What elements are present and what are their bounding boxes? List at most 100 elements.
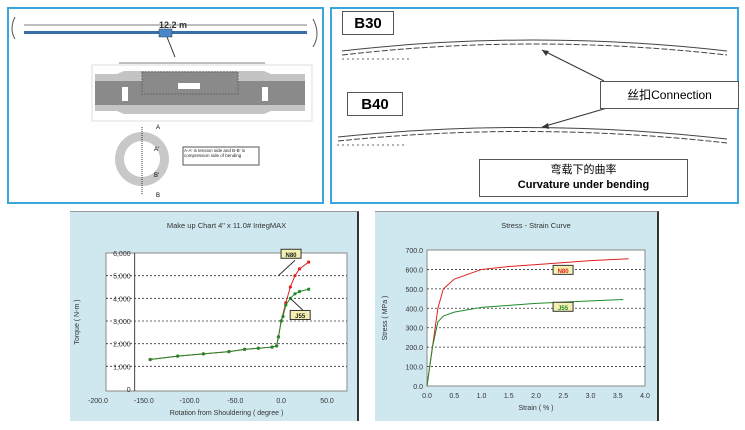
x-tick-label: 2.0 bbox=[531, 393, 541, 400]
series-label-j55: J55 bbox=[558, 306, 569, 312]
y-tick-label: 700.0 bbox=[405, 248, 423, 255]
data-point-j55 bbox=[176, 354, 180, 358]
x-tick-label: 0.0 bbox=[422, 393, 432, 400]
y-tick-label: 3,000 bbox=[113, 319, 131, 326]
data-point-j55 bbox=[293, 292, 297, 296]
label-b-prime: B' bbox=[154, 173, 159, 179]
bend-arrow-left bbox=[11, 16, 16, 40]
chart-title: Make up Chart 4" x 11.0# IntegMAX bbox=[167, 221, 286, 230]
x-axis-label: Strain ( % ) bbox=[518, 405, 553, 412]
y-tick-label: 6,000 bbox=[113, 251, 131, 258]
plot-area bbox=[105, 252, 348, 392]
label-pointer bbox=[278, 259, 296, 277]
y-tick-label: 2,000 bbox=[113, 342, 131, 349]
series-line-j55 bbox=[426, 299, 624, 387]
x-tick-label: -200.0 bbox=[88, 398, 108, 405]
x-tick-label: 3.0 bbox=[586, 393, 596, 400]
data-point-n80 bbox=[288, 285, 292, 289]
note-box bbox=[182, 146, 260, 166]
data-point-j55 bbox=[201, 352, 205, 356]
b40-curve-inner bbox=[337, 131, 728, 144]
stress-strain-chart: Stress - Strain Curve 0.0 100.0 200.0 300.0 4… bbox=[375, 211, 659, 421]
od-dim-label bbox=[122, 87, 128, 101]
y-tick-label: 300.0 bbox=[405, 326, 423, 333]
series-label-j55: J55 bbox=[295, 314, 306, 320]
series-label-box bbox=[289, 309, 311, 320]
y-tick-label: 0 bbox=[127, 387, 131, 394]
x-tick-label: 2.5 bbox=[558, 393, 568, 400]
y-tick-label: 200.0 bbox=[405, 345, 423, 352]
x-tick-label: 0.5 bbox=[449, 393, 459, 400]
data-point-j55 bbox=[275, 344, 279, 348]
data-point-j55 bbox=[307, 287, 311, 291]
chart-title: Stress - Strain Curve bbox=[501, 221, 571, 230]
plot-area bbox=[426, 249, 646, 387]
data-point-j55 bbox=[281, 314, 285, 319]
x-tick-label: 1.0 bbox=[477, 393, 487, 400]
b30-label: B30 bbox=[342, 11, 394, 35]
label-b: B bbox=[156, 193, 160, 199]
data-point-j55 bbox=[256, 346, 260, 350]
pipe-connection-diagram: 12.2 m A A' B' B A-A' is tension side an… bbox=[7, 7, 324, 204]
y-tick-label: 4,000 bbox=[113, 296, 131, 303]
data-point-j55 bbox=[242, 347, 247, 351]
y-tick-label: 500.0 bbox=[405, 287, 423, 294]
series-label-box bbox=[552, 264, 574, 275]
connection-label: 丝扣Connection bbox=[600, 81, 739, 109]
caption-box: 弯载下的曲率 Curvature under bending bbox=[479, 159, 688, 197]
x-tick-label: 1.5 bbox=[504, 393, 514, 400]
data-point-j55 bbox=[284, 303, 288, 307]
connection-marker bbox=[158, 28, 173, 38]
x-tick-label: -50.0 bbox=[227, 398, 243, 405]
data-point-j55 bbox=[279, 319, 283, 323]
thread-dim-label bbox=[178, 83, 200, 89]
bend-arrow-right bbox=[312, 18, 318, 48]
b30-curve bbox=[341, 39, 728, 52]
y-tick-label: 100.0 bbox=[405, 365, 423, 372]
data-point-j55 bbox=[270, 345, 274, 349]
label-a: A bbox=[156, 125, 160, 131]
caption-en: Curvature under bending bbox=[517, 179, 650, 191]
y-tick-label: 400.0 bbox=[405, 306, 423, 313]
caption-cn: 弯载下的曲率 bbox=[550, 164, 617, 176]
data-point-j55 bbox=[276, 335, 281, 339]
x-axis-label: Rotation from Shouldering ( degree ) bbox=[170, 410, 284, 417]
label-a-prime: A' bbox=[154, 147, 159, 153]
y-tick-label: 0.0 bbox=[413, 384, 423, 391]
y-tick-label: 1,000 bbox=[113, 364, 131, 371]
label-pointer bbox=[290, 297, 305, 312]
series-label-n80: N80 bbox=[558, 269, 570, 275]
series-label-box bbox=[280, 248, 302, 259]
x-tick-label: 0.0 bbox=[276, 398, 286, 405]
pipe-diagram-svg: 12.2 m A A' B' B A-A' is tension side an… bbox=[11, 16, 318, 199]
arrowhead-bottom bbox=[542, 123, 549, 129]
makeup-chart: Make up Chart 4" x 11.0# IntegMAX 0 1,000 2… bbox=[70, 211, 359, 421]
x-tick-label: 3.5 bbox=[613, 393, 623, 400]
series-line-j55 bbox=[150, 288, 309, 361]
pointer-line bbox=[166, 36, 176, 58]
b40-label: B40 bbox=[347, 92, 403, 116]
connection-arrow-top bbox=[541, 49, 605, 82]
data-point-n80 bbox=[293, 274, 297, 278]
connection-arrow-bottom bbox=[541, 105, 615, 128]
curvature-svg bbox=[337, 39, 728, 146]
series-label-n80: N80 bbox=[286, 253, 298, 259]
curvature-diagram: B30 B40 丝扣Connection 弯载下的曲率 Curvature un… bbox=[330, 7, 739, 204]
data-point-j55 bbox=[148, 357, 152, 362]
y-tick-label: 5,000 bbox=[113, 274, 131, 281]
note-text: A-A' is tension side and B-B' is compres… bbox=[184, 148, 245, 158]
data-point-j55 bbox=[227, 350, 231, 354]
x-tick-label: -100.0 bbox=[180, 398, 200, 405]
y-tick-label: 600.0 bbox=[405, 267, 423, 274]
b30-curve-inner bbox=[341, 43, 728, 56]
series-line-n80 bbox=[426, 258, 629, 387]
y-axis-label: Stress ( MPa ) bbox=[382, 296, 389, 341]
b40-curve bbox=[337, 127, 728, 140]
x-tick-label: -150.0 bbox=[134, 398, 154, 405]
data-point-n80 bbox=[297, 267, 302, 271]
stress-strain-chart-svg: Stress - Strain Curve 0.0 100.0 200.0 300.0 4… bbox=[382, 221, 650, 412]
data-point-n80 bbox=[307, 260, 311, 264]
makeup-chart-svg: Make up Chart 4" x 11.0# IntegMAX 0 1,000 2… bbox=[74, 221, 348, 417]
series-label-box bbox=[552, 301, 574, 312]
x-tick-label: 4.0 bbox=[640, 393, 650, 400]
